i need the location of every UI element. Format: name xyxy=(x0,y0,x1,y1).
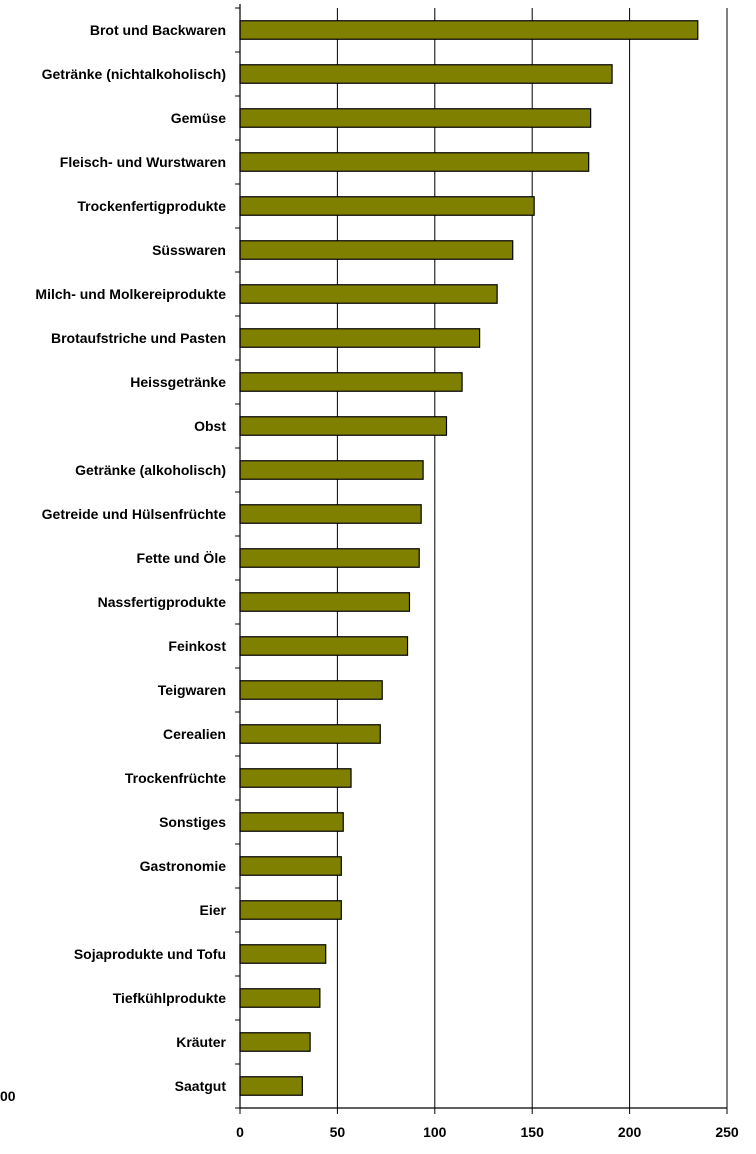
category-label-14: Feinkost xyxy=(168,638,226,654)
x-tick-label-100: 100 xyxy=(423,1124,447,1140)
bars xyxy=(239,20,699,1096)
category-label-7: Brotaufstriche und Pasten xyxy=(51,330,226,346)
category-label-0: Brot und Backwaren xyxy=(90,22,226,38)
bar-6 xyxy=(239,284,498,304)
category-label-8: Heissgetränke xyxy=(130,374,226,390)
gridlines xyxy=(336,8,728,1108)
bar-9 xyxy=(239,416,448,436)
bar-5 xyxy=(239,240,514,260)
category-label-6: Milch- und Molkereiprodukte xyxy=(35,286,226,302)
category-label-24: Saatgut xyxy=(175,1078,227,1094)
x-tick-label-0: 0 xyxy=(236,1124,244,1140)
category-label-5: Süsswaren xyxy=(152,242,226,258)
category-label-13: Nassfertigprodukte xyxy=(98,594,227,610)
bar-23 xyxy=(239,1032,311,1052)
bar-14 xyxy=(239,636,409,656)
x-tick-label-150: 150 xyxy=(521,1124,545,1140)
category-label-18: Sonstiges xyxy=(159,814,226,830)
category-label-21: Sojaprodukte und Tofu xyxy=(74,946,226,962)
category-label-4: Trockenfertigprodukte xyxy=(77,198,226,214)
bar-24 xyxy=(239,1076,303,1096)
x-tick-label-250: 250 xyxy=(715,1124,739,1140)
bar-8 xyxy=(239,372,463,392)
bar-0 xyxy=(239,20,699,40)
bar-15 xyxy=(239,680,383,700)
bar-13 xyxy=(239,592,411,612)
category-label-10: Getränke (alkoholisch) xyxy=(75,462,226,478)
bar-17 xyxy=(239,768,352,788)
category-label-20: Eier xyxy=(200,902,227,918)
bar-2 xyxy=(239,108,592,128)
category-label-1: Getränke (nichtalkoholisch) xyxy=(42,66,226,82)
category-label-23: Kräuter xyxy=(176,1034,226,1050)
x-tick-label-50: 50 xyxy=(330,1124,346,1140)
axes xyxy=(235,4,728,1114)
bar-4 xyxy=(239,196,535,216)
bar-7 xyxy=(239,328,481,348)
bar-3 xyxy=(239,152,590,172)
bar-11 xyxy=(239,504,422,524)
bar-22 xyxy=(239,988,321,1008)
category-label-11: Getreide und Hülsenfrüchte xyxy=(42,506,227,522)
bar-12 xyxy=(239,548,420,568)
bar-19 xyxy=(239,856,342,876)
bar-16 xyxy=(239,724,381,744)
x-tick-label-200: 200 xyxy=(618,1124,642,1140)
category-label-12: Fette und Öle xyxy=(137,550,227,566)
bar-20 xyxy=(239,900,342,920)
category-label-17: Trockenfrüchte xyxy=(125,770,226,786)
x-tick-labels: 0 50 100 150 200 250 xyxy=(236,1124,739,1140)
category-label-15: Teigwaren xyxy=(158,682,226,698)
bar-1 xyxy=(239,64,613,84)
category-label-16: Cerealien xyxy=(163,726,226,742)
stray-axis-label: 00 xyxy=(0,1088,16,1104)
category-label-3: Fleisch- und Wurstwaren xyxy=(60,154,226,170)
bar-21 xyxy=(239,944,327,964)
category-label-22: Tiefkühlprodukte xyxy=(113,990,227,1006)
category-labels: Brot und Backwaren Getränke (nichtalkohol… xyxy=(35,22,226,1094)
bar-10 xyxy=(239,460,424,480)
category-label-2: Gemüse xyxy=(171,110,226,126)
category-label-9: Obst xyxy=(194,418,226,434)
category-label-19: Gastronomie xyxy=(140,858,227,874)
bar-18 xyxy=(239,812,344,832)
